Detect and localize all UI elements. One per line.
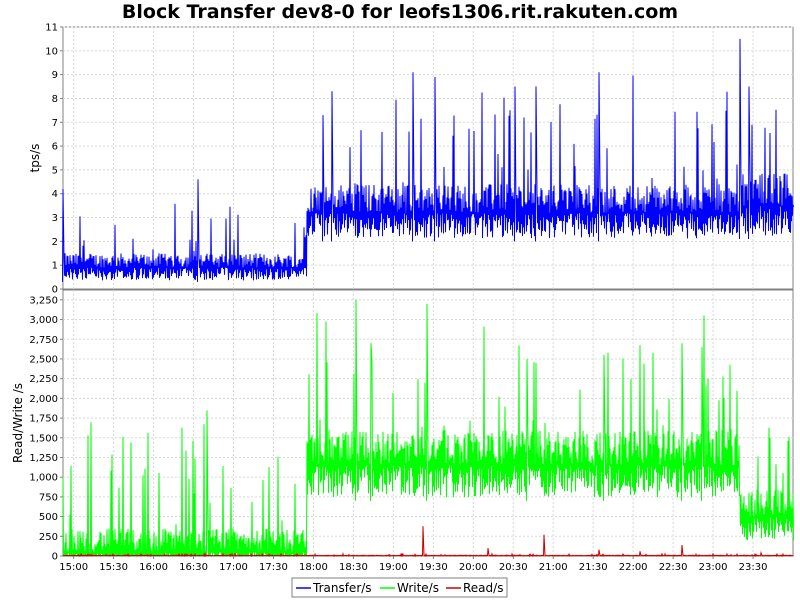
transfer-ytick-label: 0 — [52, 285, 58, 296]
x-tick-label: 16:30 — [179, 562, 208, 573]
x-tick-label: 19:00 — [379, 562, 408, 573]
readwrite-ytick-label: 250 — [39, 532, 58, 543]
x-tick-label: 18:00 — [299, 562, 328, 573]
legend-label-read: Read/s — [463, 581, 503, 595]
transfer-ytick-label: 3 — [52, 213, 58, 224]
x-tick-label: 22:00 — [619, 562, 648, 573]
transfer-ytick-label: 6 — [52, 142, 58, 153]
readwrite-y-axis: 0 250 500 750 1,000 1,250 1,500 1,750 2,000 2,250… — [29, 295, 63, 563]
transfer-ytick-label: 8 — [52, 94, 58, 105]
x-tick-label: 20:30 — [499, 562, 528, 573]
readwrite-ytick-label: 1,750 — [29, 414, 58, 425]
transfer-panel: 0 1 2 3 4 5 6 7 8 9 10 11 tps/s — [28, 23, 794, 296]
readwrite-ytick-label: 500 — [39, 512, 58, 523]
x-axis: 15:00 15:30 16:00 16:30 17:00 17:30 18:00 18:30… — [59, 556, 767, 573]
readwrite-ytick-label: 1,250 — [29, 453, 58, 464]
readwrite-y-axis-label: Read/Write /s — [11, 383, 25, 463]
transfer-y-axis-label: tps/s — [28, 144, 42, 173]
readwrite-ytick-label: 2,250 — [29, 374, 58, 385]
x-tick-label: 23:30 — [739, 562, 768, 573]
readwrite-ytick-label: 1,500 — [29, 433, 58, 444]
legend-label-write: Write/s — [397, 581, 439, 595]
readwrite-ytick-label: 2,500 — [29, 354, 58, 365]
x-tick-label: 18:30 — [339, 562, 368, 573]
x-tick-label: 16:00 — [139, 562, 168, 573]
readwrite-panel: 0 250 500 750 1,000 1,250 1,500 1,750 2,000 2,250… — [11, 289, 794, 573]
transfer-ytick-label: 2 — [52, 237, 58, 248]
transfer-ytick-label: 10 — [45, 46, 58, 57]
legend-box — [291, 577, 508, 598]
x-tick-label: 15:30 — [99, 562, 128, 573]
legend-label-transfer: Transfer/s — [312, 581, 372, 595]
transfer-ytick-label: 7 — [52, 118, 58, 129]
x-tick-label: 17:00 — [219, 562, 248, 573]
transfer-plot-area — [62, 26, 794, 290]
readwrite-ytick-label: 0 — [52, 552, 58, 563]
transfer-ytick-label: 9 — [52, 70, 58, 81]
transfer-y-axis: 0 1 2 3 4 5 6 7 8 9 10 11 — [45, 23, 63, 296]
readwrite-ytick-label: 3,000 — [29, 315, 58, 326]
x-tick-label: 20:00 — [459, 562, 488, 573]
readwrite-ytick-label: 3,250 — [29, 295, 58, 306]
legend: Transfer/s Write/s Read/s — [291, 577, 508, 598]
readwrite-ytick-label: 2,000 — [29, 394, 58, 405]
transfer-series — [62, 38, 794, 282]
readwrite-ytick-label: 1,000 — [29, 473, 58, 484]
transfer-ytick-label: 4 — [52, 189, 58, 200]
readwrite-series-read-s — [62, 526, 794, 558]
x-tick-label: 21:30 — [579, 562, 608, 573]
x-tick-label: 15:00 — [59, 562, 88, 573]
transfer-series-transfer-s — [62, 38, 794, 282]
transfer-ytick-label: 5 — [52, 165, 58, 176]
readwrite-series — [62, 299, 794, 558]
chart-title: Block Transfer dev8-0 for leofs1306.rit.… — [121, 1, 679, 23]
x-tick-label: 22:30 — [659, 562, 688, 573]
x-tick-label: 19:30 — [419, 562, 448, 573]
readwrite-ytick-label: 2,750 — [29, 335, 58, 346]
readwrite-series-write-s — [62, 299, 794, 557]
transfer-ytick-label: 1 — [52, 261, 58, 272]
readwrite-ytick-label: 750 — [39, 492, 58, 503]
transfer-ytick-label: 11 — [45, 23, 58, 34]
x-tick-label: 21:00 — [539, 562, 568, 573]
x-tick-label: 23:00 — [699, 562, 728, 573]
x-tick-label: 17:30 — [259, 562, 288, 573]
